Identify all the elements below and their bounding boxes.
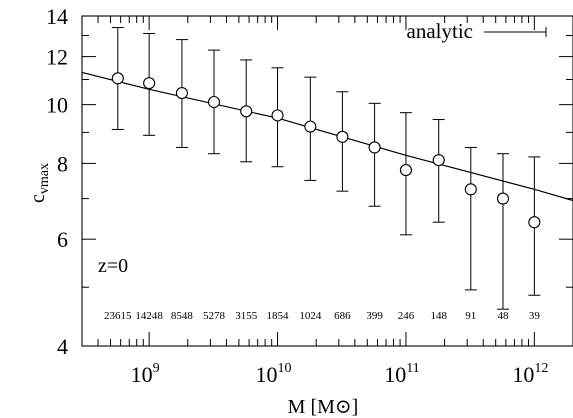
data-point bbox=[496, 192, 510, 205]
y-axis-label-subscript: vmax bbox=[37, 163, 52, 194]
y-axis-label: cvmax bbox=[27, 163, 52, 203]
data-point bbox=[304, 120, 317, 133]
legend-label: analytic bbox=[407, 19, 473, 43]
x-tick-label: 1010 bbox=[256, 361, 292, 387]
analytic-line bbox=[81, 71, 573, 202]
y-tick-label: 14 bbox=[46, 4, 68, 29]
y-axis-label-main: c bbox=[27, 194, 49, 203]
x-tick-label: 1011 bbox=[384, 361, 419, 387]
plot-frame bbox=[81, 15, 573, 347]
x-tick-label: 109 bbox=[131, 361, 160, 387]
plot-content: 23615 14248 8548 5278 3155 1854 1024 686 399 246 1… bbox=[81, 27, 573, 322]
y-tick-label: 8 bbox=[57, 151, 68, 176]
x-tick-label-exponent: 12 bbox=[534, 361, 548, 376]
data-point bbox=[368, 141, 381, 154]
x-tick-label-base: 10 bbox=[131, 362, 153, 387]
halo-count-label: 91 bbox=[465, 310, 476, 322]
data-point bbox=[240, 105, 253, 118]
data-point bbox=[271, 109, 284, 122]
halo-count-label: 23615 bbox=[104, 310, 132, 322]
halo-count-label: 8548 bbox=[171, 310, 194, 322]
x-axis-label: M [M⊙] bbox=[288, 396, 359, 418]
halo-count-label: 686 bbox=[334, 310, 351, 322]
halo-count-label: 39 bbox=[529, 310, 541, 322]
halo-count-label: 3155 bbox=[235, 310, 258, 322]
data-point bbox=[528, 216, 541, 229]
legend: analytic bbox=[407, 19, 547, 43]
x-tick-label-base: 10 bbox=[256, 362, 278, 387]
y-tick-label: 4 bbox=[57, 334, 68, 359]
x-tick-label: 1012 bbox=[512, 361, 548, 387]
halo-count-label: 1854 bbox=[267, 310, 290, 322]
x-tick-label-base: 10 bbox=[512, 362, 534, 387]
y-tick-label: 6 bbox=[57, 227, 68, 252]
halo-count-label: 1024 bbox=[299, 310, 322, 322]
data-point bbox=[464, 183, 477, 196]
halo-count-label: 5278 bbox=[203, 310, 226, 322]
halo-count-label: 148 bbox=[430, 310, 447, 322]
data-point bbox=[336, 130, 349, 143]
x-tick-label-exponent: 11 bbox=[406, 361, 419, 376]
halo-count-label: 246 bbox=[398, 310, 415, 322]
panel-annotation: z=0 bbox=[98, 255, 128, 277]
halo-count-label: 14248 bbox=[135, 310, 163, 322]
data-point bbox=[207, 95, 221, 109]
x-tick-label-base: 10 bbox=[384, 362, 406, 387]
x-tick-label-exponent: 10 bbox=[278, 361, 292, 376]
data-point bbox=[399, 164, 412, 177]
x-tick-label-exponent: 9 bbox=[153, 361, 160, 376]
y-tick-label: 10 bbox=[46, 93, 68, 118]
data-point bbox=[175, 86, 188, 100]
y-tick-label: 12 bbox=[46, 45, 68, 70]
halo-count-label: 48 bbox=[498, 310, 510, 322]
data-point bbox=[111, 72, 124, 85]
data-point bbox=[432, 154, 445, 167]
axis-ticks bbox=[81, 15, 573, 347]
data-point bbox=[143, 77, 156, 90]
halo-count-label: 399 bbox=[366, 310, 383, 322]
